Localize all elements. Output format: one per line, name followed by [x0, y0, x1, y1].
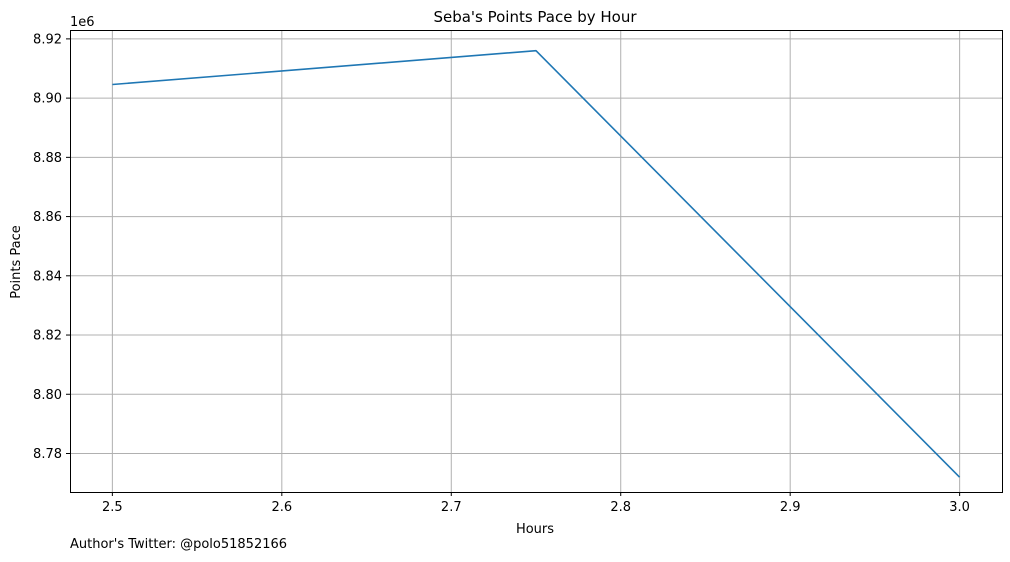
- y-tick-label: 8.84: [33, 269, 62, 284]
- y-tick-label: 8.86: [33, 210, 62, 225]
- author-twitter-note: Author's Twitter: @polo51852166: [70, 537, 288, 552]
- series-layer: [112, 49, 961, 478]
- plot-frame: [70, 30, 1003, 493]
- y-tick-label: 8.92: [33, 32, 62, 47]
- y-axis-ticks: 8.78 8.80 8.82 8.84 8.86 8.88 8.90 8.92: [33, 32, 70, 462]
- x-tick-label: 2.5: [102, 500, 123, 515]
- x-axis-label: Hours: [516, 522, 554, 537]
- x-tick-label: 2.9: [780, 500, 801, 515]
- y-offset-label: 1e6: [70, 15, 95, 30]
- x-tick-label: 3.0: [949, 500, 970, 515]
- x-tick-label: 2.8: [610, 500, 631, 515]
- x-tick-label: 2.6: [271, 500, 292, 515]
- y-tick-label: 8.88: [33, 151, 62, 166]
- chart-title: Seba's Points Pace by Hour: [433, 8, 637, 26]
- x-axis-ticks: 2.5 2.6 2.7 2.8 2.9 3.0: [102, 492, 970, 515]
- y-tick-label: 8.80: [33, 388, 62, 403]
- y-tick-label: 8.78: [33, 447, 62, 462]
- y-tick-label: 8.90: [33, 92, 62, 107]
- y-tick-label: 8.82: [33, 329, 62, 344]
- grid-lines: [70, 30, 1002, 492]
- x-tick-label: 2.7: [441, 500, 462, 515]
- series-line: [112, 49, 961, 478]
- y-axis-label: Points Pace: [9, 225, 24, 299]
